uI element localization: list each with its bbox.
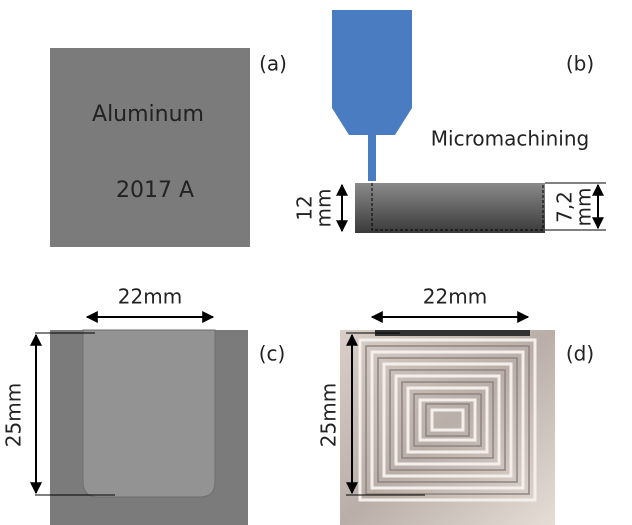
height-number: 12: [293, 195, 317, 220]
panel-label: (b): [566, 52, 594, 76]
panel-c: 22mm 25mm (c): [2, 285, 286, 525]
photo-edge: [375, 330, 530, 336]
panel-b: 12 mm 7,2 mm Micromachining (b): [293, 10, 606, 233]
tool: [368, 135, 376, 181]
groove-shadows: [365, 345, 530, 495]
width-label: 22mm: [423, 285, 487, 309]
panel-label: (c): [259, 342, 286, 366]
height-label: 25mm: [2, 383, 26, 447]
workpiece: [355, 183, 545, 233]
panel-d: 22mm 25mm (d): [317, 285, 594, 525]
material-grade: 2017 A: [116, 178, 194, 203]
height-unit: mm: [312, 189, 336, 228]
height-label: 25mm: [317, 383, 341, 447]
panel-label: (d): [566, 342, 594, 366]
pocket: [82, 329, 216, 498]
process-label: Micromachining: [431, 127, 589, 151]
depth-number: 7,2: [553, 191, 577, 223]
depth-unit: mm: [572, 188, 596, 227]
material-name: Aluminum: [92, 102, 204, 127]
collet: [332, 108, 412, 135]
width-label: 22mm: [118, 285, 182, 309]
spindle: [332, 10, 412, 108]
pocket-outline: [371, 183, 544, 231]
aluminum-block: [50, 48, 250, 247]
panel-label: (a): [259, 52, 287, 76]
panel-a: Aluminum 2017 A (a): [50, 48, 287, 247]
spiral-grooves: [358, 338, 537, 502]
